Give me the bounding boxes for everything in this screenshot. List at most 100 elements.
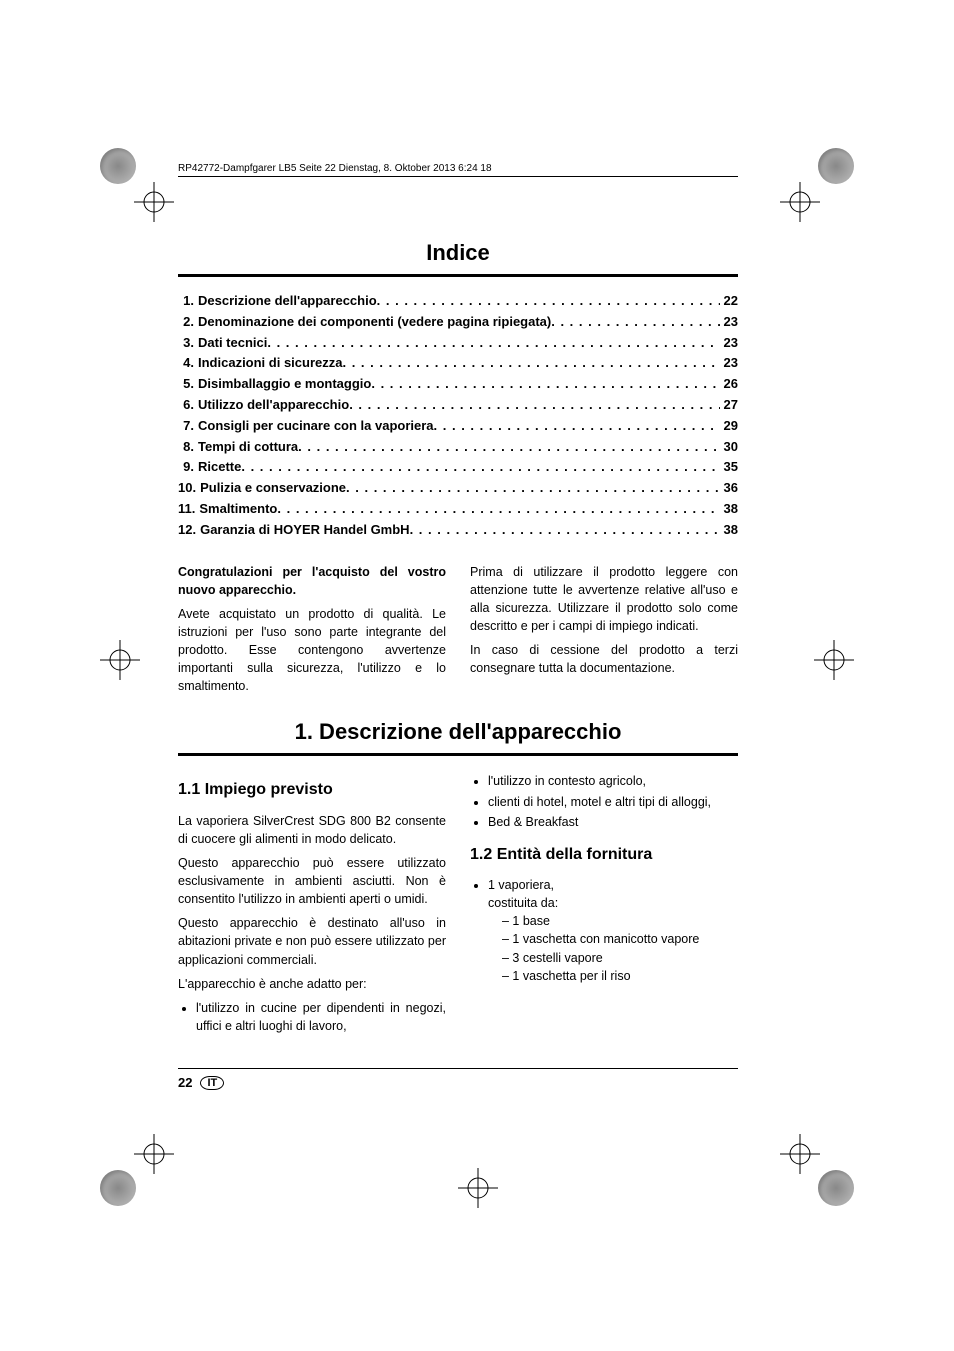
toc-dots (434, 416, 720, 437)
toc-label: Disimballaggio e montaggio (198, 374, 371, 395)
s11-p3: Questo apparecchio è destinato all'uso i… (178, 914, 446, 968)
s11-right-bullets: l'utilizzo in contesto agricolo, clienti … (470, 772, 738, 830)
toc-num: 2. (178, 312, 198, 333)
toc-row: 8.Tempi di cottura30 (178, 437, 738, 458)
toc-dots (377, 291, 720, 312)
toc-dots (277, 499, 719, 520)
regmark-bc (458, 1168, 498, 1208)
toc-page: 27 (720, 395, 738, 416)
toc-num: 7. (178, 416, 198, 437)
toc-label: Ricette (198, 457, 241, 478)
toc-page: 30 (720, 437, 738, 458)
toc-page: 35 (720, 457, 738, 478)
toc-row: 7.Consigli per cucinare con la vaporiera… (178, 416, 738, 437)
toc-num: 11. (178, 499, 199, 520)
regmark-ml (100, 640, 140, 680)
toc-num: 8. (178, 437, 198, 458)
sublist-item: – 1 vaschetta con manicotto vapore (502, 930, 738, 948)
toc-dots (267, 333, 719, 354)
toc-num: 6. (178, 395, 198, 416)
intro-right-p2: In caso di cessione del prodotto a terzi… (470, 641, 738, 677)
toc-row: 10.Pulizia e conservazione 36 (178, 478, 738, 499)
list-item: clienti di hotel, motel e altri tipi di … (488, 793, 738, 811)
s11-p4: L'apparecchio è anche adatto per: (178, 975, 446, 993)
toc-label: Consigli per cucinare con la vaporiera (198, 416, 434, 437)
toc-page: 23 (720, 333, 738, 354)
s12-heading: 1.2 Entità della fornitura (470, 843, 738, 866)
print-header-text: RP42772-Dampfgarer LB5 Seite 22 Dienstag… (178, 163, 492, 174)
toc-num: 1. (178, 291, 198, 312)
toc-page: 38 (720, 499, 738, 520)
toc-page: 29 (720, 416, 738, 437)
toc-label: Smaltimento (199, 499, 277, 520)
toc-num: 9. (178, 457, 198, 478)
s12-bullets: 1 vaporiera, costituita da: – 1 base– 1 … (470, 876, 738, 985)
toc-num: 3. (178, 333, 198, 354)
toc-row: 5.Disimballaggio e montaggio 26 (178, 374, 738, 395)
toc-row: 9.Ricette 35 (178, 457, 738, 478)
regmark-tl (134, 182, 174, 222)
toc-dots (371, 374, 719, 395)
list-item: l'utilizzo in contesto agricolo, (488, 772, 738, 790)
toc-label: Garanzia di HOYER Handel GmbH (200, 520, 410, 541)
regmark-tr (780, 182, 820, 222)
bleed-dot-bl (100, 1170, 136, 1206)
toc-row: 3.Dati tecnici 23 (178, 333, 738, 354)
page-number: 22 (178, 1075, 192, 1090)
toc-dots (241, 457, 719, 478)
toc-num: 10. (178, 478, 200, 499)
s12-sub-intro: costituita da: (488, 894, 738, 912)
index-underline (178, 274, 738, 277)
toc-page: 23 (720, 353, 738, 374)
lang-badge: IT (200, 1076, 224, 1090)
s11-heading: 1.1 Impiego previsto (178, 778, 446, 801)
bleed-dot-tl (100, 148, 136, 184)
toc-num: 12. (178, 520, 200, 541)
intro-left-p: Avete acquistato un prodotto di qualità.… (178, 605, 446, 696)
toc-page: 36 (720, 478, 738, 499)
toc-page: 22 (720, 291, 738, 312)
toc-num: 4. (178, 353, 198, 374)
sublist-item: – 3 cestelli vapore (502, 949, 738, 967)
toc-row: 1.Descrizione dell'apparecchio22 (178, 291, 738, 312)
regmark-mr (814, 640, 854, 680)
list-item: l'utilizzo in cucine per dipendenti in n… (196, 999, 446, 1035)
toc-row: 12.Garanzia di HOYER Handel GmbH 38 (178, 520, 738, 541)
list-item: Bed & Breakfast (488, 813, 738, 831)
toc-list: 1.Descrizione dell'apparecchio222.Denomi… (178, 291, 738, 541)
toc-label: Utilizzo dell'apparecchio (198, 395, 349, 416)
toc-label: Dati tecnici (198, 333, 267, 354)
s12-sublist: – 1 base– 1 vaschetta con manicotto vapo… (488, 912, 738, 985)
footer-rule (178, 1068, 738, 1069)
toc-dots (551, 312, 719, 333)
toc-row: 4.Indicazioni di sicurezza 23 (178, 353, 738, 374)
print-header-rule (178, 176, 738, 177)
regmark-bl (134, 1134, 174, 1174)
index-title: Indice (178, 240, 738, 266)
toc-dots (342, 353, 719, 374)
toc-row: 11.Smaltimento 38 (178, 499, 738, 520)
section1-title: 1. Descrizione dell'apparecchio (178, 719, 738, 745)
sublist-item: – 1 base (502, 912, 738, 930)
toc-label: Pulizia e conservazione (200, 478, 346, 499)
toc-num: 5. (178, 374, 198, 395)
toc-row: 2.Denominazione dei componenti (vedere p… (178, 312, 738, 333)
s11-left-bullets: l'utilizzo in cucine per dipendenti in n… (178, 999, 446, 1035)
s11-p2: Questo apparecchio può essere utilizzato… (178, 854, 446, 908)
toc-label: Indicazioni di sicurezza (198, 353, 342, 374)
regmark-br (780, 1134, 820, 1174)
toc-dots (410, 520, 720, 541)
toc-label: Denominazione dei componenti (vedere pag… (198, 312, 551, 333)
toc-page: 26 (720, 374, 738, 395)
toc-row: 6.Utilizzo dell'apparecchio 27 (178, 395, 738, 416)
section1-underline (178, 753, 738, 756)
toc-dots (298, 437, 719, 458)
congrats-title: Congratulazioni per l'acquisto del vostr… (178, 563, 446, 599)
page-footer: 22 IT (178, 1068, 738, 1090)
intro-right-p1: Prima di utilizzare il prodotto leggere … (470, 563, 738, 636)
bleed-dot-tr (818, 148, 854, 184)
bleed-dot-br (818, 1170, 854, 1206)
toc-page: 38 (720, 520, 738, 541)
sublist-item: – 1 vaschetta per il riso (502, 967, 738, 985)
s12-bullet-text: 1 vaporiera, (488, 878, 554, 892)
